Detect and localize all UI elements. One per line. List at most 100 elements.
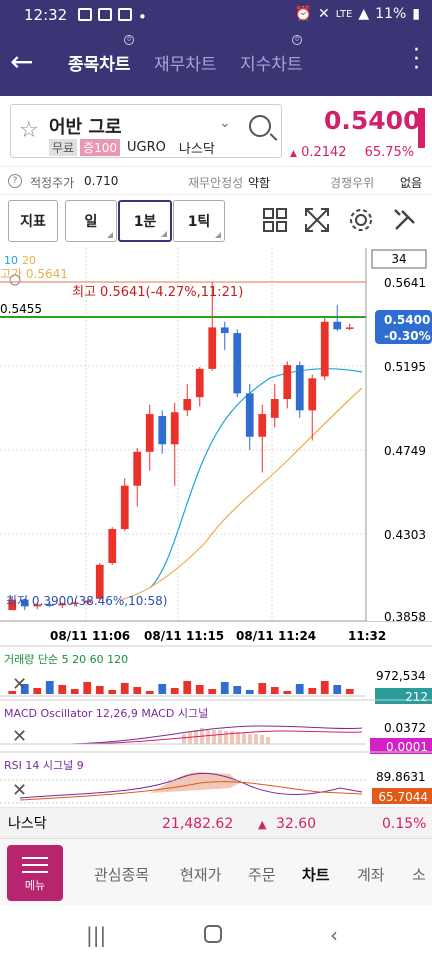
menu-label: 메뉴 [24, 879, 46, 892]
more-options-icon[interactable]: · · · [413, 38, 420, 81]
volume-bars-group [8, 681, 354, 694]
fair-price-value: 0.710 [84, 174, 119, 188]
menu-button[interactable]: 메뉴 [7, 845, 63, 901]
tick-button[interactable]: 1틱 [173, 200, 225, 242]
status-bar: 12:32 • ⏰ ✕ LTE ▲ 11% ▮ [0, 0, 432, 30]
ytick-0: 0.5641 [384, 276, 426, 290]
candle-body [220, 327, 229, 334]
back-icon[interactable]: ‹ [330, 923, 338, 947]
candle-body [333, 321, 342, 330]
rsi-line [19, 772, 363, 799]
volume-bar [320, 681, 329, 694]
status-notification-icons: • [78, 8, 147, 26]
tab-order[interactable]: 주문 [248, 866, 276, 884]
tab-badge-icon: 0 [292, 35, 302, 45]
macd-value: 0.0372 [384, 721, 426, 735]
change-value: 0.2142 [301, 145, 347, 160]
home-icon[interactable] [204, 925, 222, 943]
candle-body [133, 451, 142, 486]
macd-line [69, 725, 363, 745]
ma20-legend: 20 [22, 254, 36, 267]
status-time: 12:32 [24, 6, 68, 24]
day-button[interactable]: 일 [65, 200, 117, 242]
image-icon [98, 8, 112, 21]
macd-badge [370, 738, 432, 754]
candle-body [233, 333, 242, 394]
rsi-overbought-fill [150, 772, 240, 793]
back-arrow-icon[interactable]: ← [10, 45, 34, 78]
candle-body [283, 365, 292, 400]
fullscreen-icon[interactable] [304, 207, 330, 233]
notification-icon [78, 8, 92, 21]
stock-selector[interactable]: ☆ 어반 그로 무료 증100 UGRO 나스닥 ⌄ [10, 104, 282, 158]
tab-index-chart[interactable]: 지수차트 [240, 55, 303, 75]
status-system-icons: ⏰ ✕ LTE ▲ 11% ▮ [295, 6, 420, 22]
price-change: ▲ 0.2142 65.75% [290, 145, 414, 160]
index-value: 21,482.62 [162, 816, 233, 832]
close-rsi-icon[interactable]: ✕ [12, 780, 27, 801]
volume-bar [145, 691, 154, 694]
indicator-button[interactable]: 지표 [8, 200, 58, 242]
tab-stock-chart[interactable]: 종목차트 [68, 55, 131, 75]
tab-more[interactable]: 소 [412, 866, 426, 884]
candle-body [45, 604, 54, 606]
candle-body [320, 321, 329, 377]
tick-label: 1틱 [187, 214, 211, 230]
current-price: 0.5400 [324, 106, 421, 135]
volume-bar [245, 690, 254, 694]
bottom-tab-bar: 메뉴 관심종목 현재가 주문 차트 계좌 소 [0, 838, 432, 905]
chart-area[interactable]: 34 10 20 고가 0.5641 0.5455 최고 0.5641(-4.2… [0, 248, 432, 838]
close-macd-icon[interactable]: ✕ [12, 726, 27, 747]
candle-body [170, 412, 179, 445]
close-volume-icon[interactable]: ✕ [12, 674, 27, 695]
search-icon[interactable] [249, 115, 271, 137]
settings-gear-icon[interactable] [348, 207, 374, 233]
xtick-2: 08/11 11:24 [236, 629, 316, 643]
competitive-label: 경쟁우위 [330, 176, 375, 190]
zoom-icon[interactable] [9, 274, 21, 286]
min-label: 최저 0.3900(38.46%,10:58) [6, 594, 167, 608]
candle-body [245, 393, 254, 437]
candle-body [95, 564, 104, 599]
favorite-star-icon[interactable]: ☆ [19, 118, 39, 143]
chevron-down-icon[interactable]: ⌄ [219, 115, 231, 131]
tab-watchlist[interactable]: 관심종목 [94, 866, 150, 884]
recent-apps-icon[interactable]: ||| [86, 923, 107, 947]
minute-button[interactable]: 1분 [118, 200, 172, 242]
help-icon[interactable]: ? [8, 174, 22, 188]
candle-body [20, 599, 29, 607]
layout-grid-icon[interactable] [262, 207, 288, 233]
volume-bar [295, 684, 304, 694]
volume-bar [70, 689, 79, 694]
info-bar: ? 적정주가 0.710 재무안정성 약함 경쟁우위 없음 [0, 166, 432, 194]
tools-icon[interactable] [392, 207, 418, 233]
stock-header: ☆ 어반 그로 무료 증100 UGRO 나스닥 ⌄ 0.5400 ▲ 0.21… [0, 96, 432, 166]
alarm-icon: ⏰ [294, 6, 313, 22]
volume-bar [95, 686, 104, 694]
exchange: 나스닥 [178, 142, 215, 157]
chart-svg[interactable]: 34 10 20 고가 0.5641 0.5455 최고 0.5641(-4.2… [0, 248, 432, 838]
battery-icon: ▮ [412, 6, 420, 22]
volume-bar [20, 684, 29, 694]
tab-current-price[interactable]: 현재가 [180, 866, 222, 884]
candle-body [208, 327, 217, 369]
candle-body [183, 399, 192, 411]
volume-bar [220, 682, 229, 694]
dot-icon: • [138, 8, 147, 26]
ma20-line [119, 387, 363, 601]
tab-chart[interactable]: 차트 [302, 866, 330, 884]
volume-bar [8, 691, 17, 694]
ma10-legend: 10 [4, 254, 18, 267]
tab-finance-chart[interactable]: 재무차트 [154, 55, 217, 75]
volume-badge-value: 212 [405, 690, 428, 704]
candle-body [108, 529, 117, 563]
candle-body [8, 599, 17, 611]
index-change: 32.60 [276, 816, 316, 832]
candle-body [295, 365, 304, 411]
tab-account[interactable]: 계좌 [357, 866, 385, 884]
volume-bar [170, 688, 179, 694]
minute-label: 1분 [133, 214, 157, 230]
macd-panel-label: MACD Oscillator 12,26,9 MACD 시그널 [4, 707, 208, 720]
ytick-3: 0.4303 [384, 528, 426, 542]
candle-body [195, 368, 204, 398]
